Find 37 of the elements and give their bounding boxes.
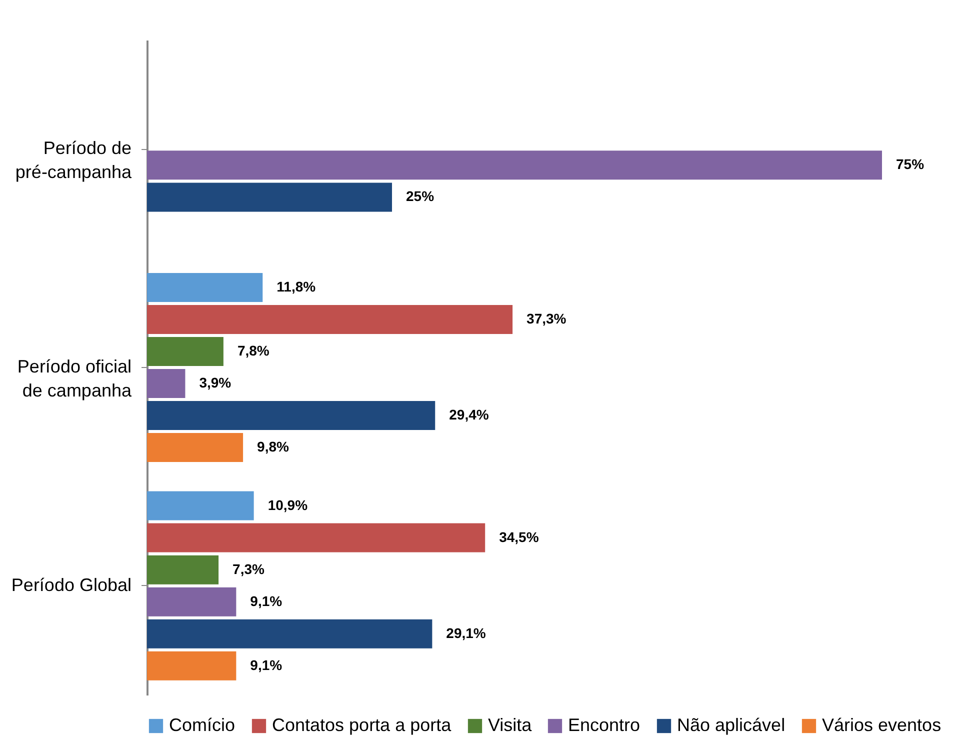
bar [147,555,219,584]
bar [147,369,186,398]
y-tick-label: Período oficial de campanha [17,356,132,400]
bar [147,587,236,616]
data-label: 29,4% [449,406,490,423]
data-label: 7,8% [237,342,270,358]
y-tick-label: Período Global [11,574,132,595]
data-label: 29,1% [446,624,486,641]
data-label: 11,8% [276,278,316,294]
bar [147,401,436,430]
bar [147,336,224,366]
bar [147,491,254,520]
data-label: 9,1% [250,592,283,609]
legend-label: Encontro [568,715,640,735]
legend-label: Não aplicável [677,715,786,735]
data-label: 37,3% [526,310,567,326]
bar [147,150,882,180]
bar [147,182,392,212]
data-label: 3,9% [199,374,232,391]
data-label: 9,1% [250,656,283,673]
bar [147,523,486,552]
bar [147,619,432,648]
bar [147,433,244,462]
bar [147,651,236,680]
data-label: 25% [406,188,435,204]
legend-label: Visita [488,715,533,735]
data-label: 7,3% [232,560,265,577]
data-label: 10,9% [268,496,308,513]
bar [147,272,263,302]
data-label: 75% [896,156,925,172]
legend-label: Comício [169,715,236,735]
legend-label: Contatos porta a porta [272,715,452,735]
y-tick-label: Período de pré-campanha [15,138,132,182]
legend-label: Vários eventos [822,715,942,735]
bar [147,304,513,334]
data-label: 34,5% [499,528,540,545]
data-label: 9,8% [257,438,290,455]
